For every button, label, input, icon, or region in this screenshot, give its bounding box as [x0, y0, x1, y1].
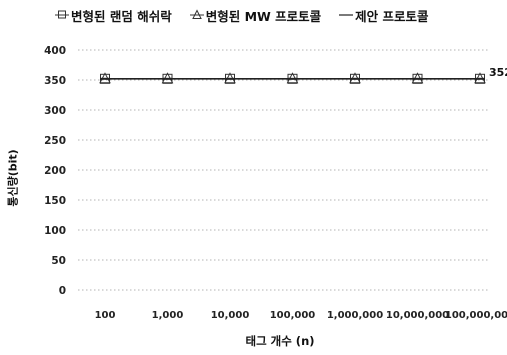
y-tick-label: 400: [44, 45, 66, 57]
x-tick-label: 1,000: [152, 310, 184, 321]
legend-square-marker-icon: [55, 10, 69, 19]
x-tick-label: 100: [95, 310, 116, 321]
legend-dash-marker-icon: [339, 14, 354, 16]
legend-label: 변형된 MW 프로토콜: [205, 8, 322, 24]
data-label: 352: [489, 66, 507, 79]
x-tick-label: 10,000,000: [386, 310, 449, 321]
y-tick-label: 100: [44, 225, 66, 237]
y-tick-label: 50: [51, 255, 66, 267]
x-tick-label: 100,000,000: [445, 310, 507, 321]
y-tick-label: 350: [44, 75, 66, 87]
legend-label: 변형된 랜덤 해쉬락: [71, 8, 172, 24]
x-tick-label: 10,000: [211, 310, 250, 321]
y-tick-label: 300: [44, 105, 66, 117]
x-tick-label: 100,000: [270, 310, 316, 321]
legend-item-modified-random-hash-lock: 변형된 랜덤 해쉬락: [55, 6, 172, 25]
legend: 변형된 랜덤 해쉬락 변형된 MW 프로토콜 제안 프로토콜: [55, 6, 429, 24]
y-tick-label: 0: [59, 285, 66, 297]
y-tick-label: 200: [44, 165, 66, 177]
legend-item-proposed-protocol: 제안 프로토콜: [339, 6, 429, 25]
y-tick-label: 150: [44, 195, 66, 207]
x-tick-label: 1,000,000: [327, 310, 383, 321]
x-axis-label: 태그 개수 (n): [245, 334, 315, 348]
legend-triangle-marker-icon: [189, 9, 204, 19]
legend-label: 제안 프로토콜: [355, 8, 429, 24]
y-axis-label: 통신량(bit): [7, 149, 21, 207]
y-tick-label: 250: [44, 135, 66, 147]
legend-item-modified-mw-protocol: 변형된 MW 프로토콜: [189, 6, 322, 25]
